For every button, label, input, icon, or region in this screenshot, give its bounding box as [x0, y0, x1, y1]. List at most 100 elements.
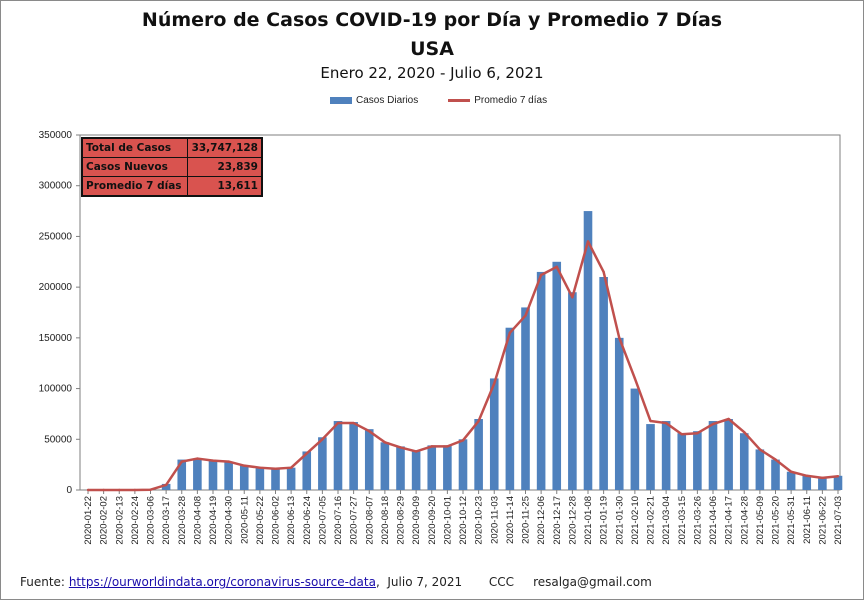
- seven-day-average-point: [555, 265, 558, 269]
- y-tick-label: 200000: [39, 282, 73, 293]
- x-tick-label: 2020-11-25: [521, 496, 532, 544]
- daily-cases-bar: [349, 422, 358, 490]
- y-tick-label: 50000: [44, 434, 72, 445]
- x-tick-label: 2020-12-28: [567, 496, 578, 545]
- daily-cases-bar: [677, 433, 687, 490]
- seven-day-average-point: [649, 419, 652, 423]
- source-footer: Fuente: https://ourworldindata.org/coron…: [20, 575, 652, 589]
- stats-new-value: 23,839: [187, 157, 263, 177]
- y-tick-label: 150000: [39, 333, 73, 344]
- daily-cases-bar: [411, 451, 421, 490]
- daily-cases-bar: [583, 211, 593, 491]
- seven-day-average-point: [789, 470, 793, 473]
- seven-day-average-point: [368, 429, 371, 433]
- daily-cases-bar: [255, 467, 265, 490]
- x-tick-label: 2020-05-11: [239, 496, 250, 544]
- seven-day-average-point: [211, 459, 215, 462]
- seven-day-average-point: [196, 457, 199, 460]
- seven-day-average-point: [758, 448, 762, 451]
- x-tick-label: 2020-10-23: [474, 496, 485, 545]
- stats-row-total: Total de Casos 33,747,128: [81, 137, 263, 158]
- x-tick-label: 2020-02-13: [114, 496, 125, 545]
- daily-cases-bar: [755, 449, 765, 490]
- daily-cases-bar: [193, 458, 202, 490]
- legend-item-line: Promedio 7 días: [448, 95, 547, 106]
- y-tick-label: 0: [66, 485, 72, 496]
- seven-day-average-point: [586, 240, 590, 243]
- daily-cases-bar: [521, 307, 530, 490]
- x-tick-label: 2020-03-17: [161, 496, 172, 545]
- x-tick-label: 2020-08-29: [396, 496, 407, 545]
- daily-cases-bar: [380, 442, 390, 490]
- daily-cases-bar: [177, 459, 187, 490]
- daily-cases-bar: [646, 424, 655, 490]
- daily-cases-bar: [208, 460, 218, 490]
- x-tick-label: 2020-04-08: [192, 496, 203, 545]
- x-tick-label: 2020-09-20: [427, 496, 438, 545]
- stats-row-new: Casos Nuevos 23,839: [81, 157, 263, 177]
- daily-cases-bar: [333, 421, 343, 490]
- seven-day-average-point: [274, 467, 277, 470]
- seven-day-average-point: [305, 452, 308, 455]
- stats-box: Total de Casos 33,747,128 Casos Nuevos 2…: [81, 137, 263, 197]
- x-tick-label: 2020-01-22: [83, 496, 94, 545]
- seven-day-average-point: [243, 464, 246, 467]
- daily-cases-bar: [458, 439, 468, 490]
- seven-day-average-point: [227, 460, 230, 463]
- x-tick-label: 2021-05-09: [755, 496, 766, 545]
- seven-day-average-point: [399, 446, 402, 449]
- daily-cases-bar: [302, 451, 312, 490]
- x-tick-label: 2020-07-27: [349, 496, 360, 545]
- daily-cases-bar: [802, 475, 812, 490]
- seven-day-average-point: [133, 488, 137, 492]
- seven-day-average-point: [461, 439, 465, 442]
- x-tick-label: 2020-08-07: [364, 496, 375, 545]
- daily-cases-bar: [552, 261, 562, 490]
- x-tick-label: 2020-11-03: [489, 496, 500, 544]
- x-tick-label: 2020-06-24: [302, 496, 313, 545]
- x-tick-label: 2020-04-30: [224, 496, 235, 545]
- seven-day-average-point: [680, 433, 683, 436]
- x-tick-label: 2021-07-03: [833, 496, 844, 545]
- seven-day-average-point: [383, 441, 387, 444]
- daily-cases-bar: [724, 419, 733, 490]
- seven-day-average-point: [149, 488, 152, 491]
- x-tick-label: 2021-02-10: [630, 496, 641, 545]
- stats-new-label: Casos Nuevos: [81, 157, 188, 177]
- seven-day-average-point: [821, 476, 824, 480]
- chart-subtitle: USA: [410, 38, 454, 60]
- seven-day-average-point: [493, 382, 496, 385]
- y-tick-label: 250000: [39, 231, 73, 242]
- x-tick-label: 2020-06-02: [271, 496, 282, 545]
- seven-day-average-point: [696, 432, 699, 435]
- daily-cases-bar: [271, 468, 280, 490]
- seven-day-average-point: [414, 450, 418, 453]
- seven-day-average-point: [430, 445, 433, 448]
- daily-cases-bar: [786, 471, 796, 490]
- x-tick-label: 2020-02-02: [99, 496, 110, 545]
- legend-line-label: Promedio 7 días: [474, 95, 548, 106]
- daily-cases-bar: [599, 277, 608, 490]
- stats-avg-label: Promedio 7 días: [81, 176, 188, 197]
- y-tick-label: 300000: [39, 181, 73, 192]
- seven-day-average-point: [352, 421, 355, 425]
- source-link[interactable]: https://ourworldindata.org/coronavirus-s…: [68, 575, 376, 589]
- seven-day-average-point: [102, 488, 105, 492]
- chart-title: Número de Casos COVID-19 por Día y Prome…: [141, 9, 723, 31]
- x-tick-label: 2020-02-24: [130, 496, 141, 545]
- seven-day-average-point: [336, 421, 340, 425]
- x-tick-label: 2020-06-13: [286, 496, 297, 545]
- daily-cases-bar: [536, 271, 546, 490]
- x-tick-label: 2020-03-28: [177, 496, 188, 545]
- seven-day-average-point: [727, 417, 730, 421]
- seven-day-average-point: [743, 430, 746, 434]
- daily-cases-bar: [364, 429, 374, 490]
- x-tick-label: 2021-04-17: [724, 496, 735, 545]
- seven-day-average-point: [633, 377, 637, 380]
- seven-day-average-point: [602, 270, 605, 274]
- x-tick-label: 2021-05-31: [786, 496, 797, 545]
- seven-day-average-point: [805, 474, 808, 477]
- daily-cases-bar: [630, 388, 640, 490]
- seven-day-average-point: [289, 466, 293, 469]
- x-tick-label: 2020-09-09: [411, 496, 422, 545]
